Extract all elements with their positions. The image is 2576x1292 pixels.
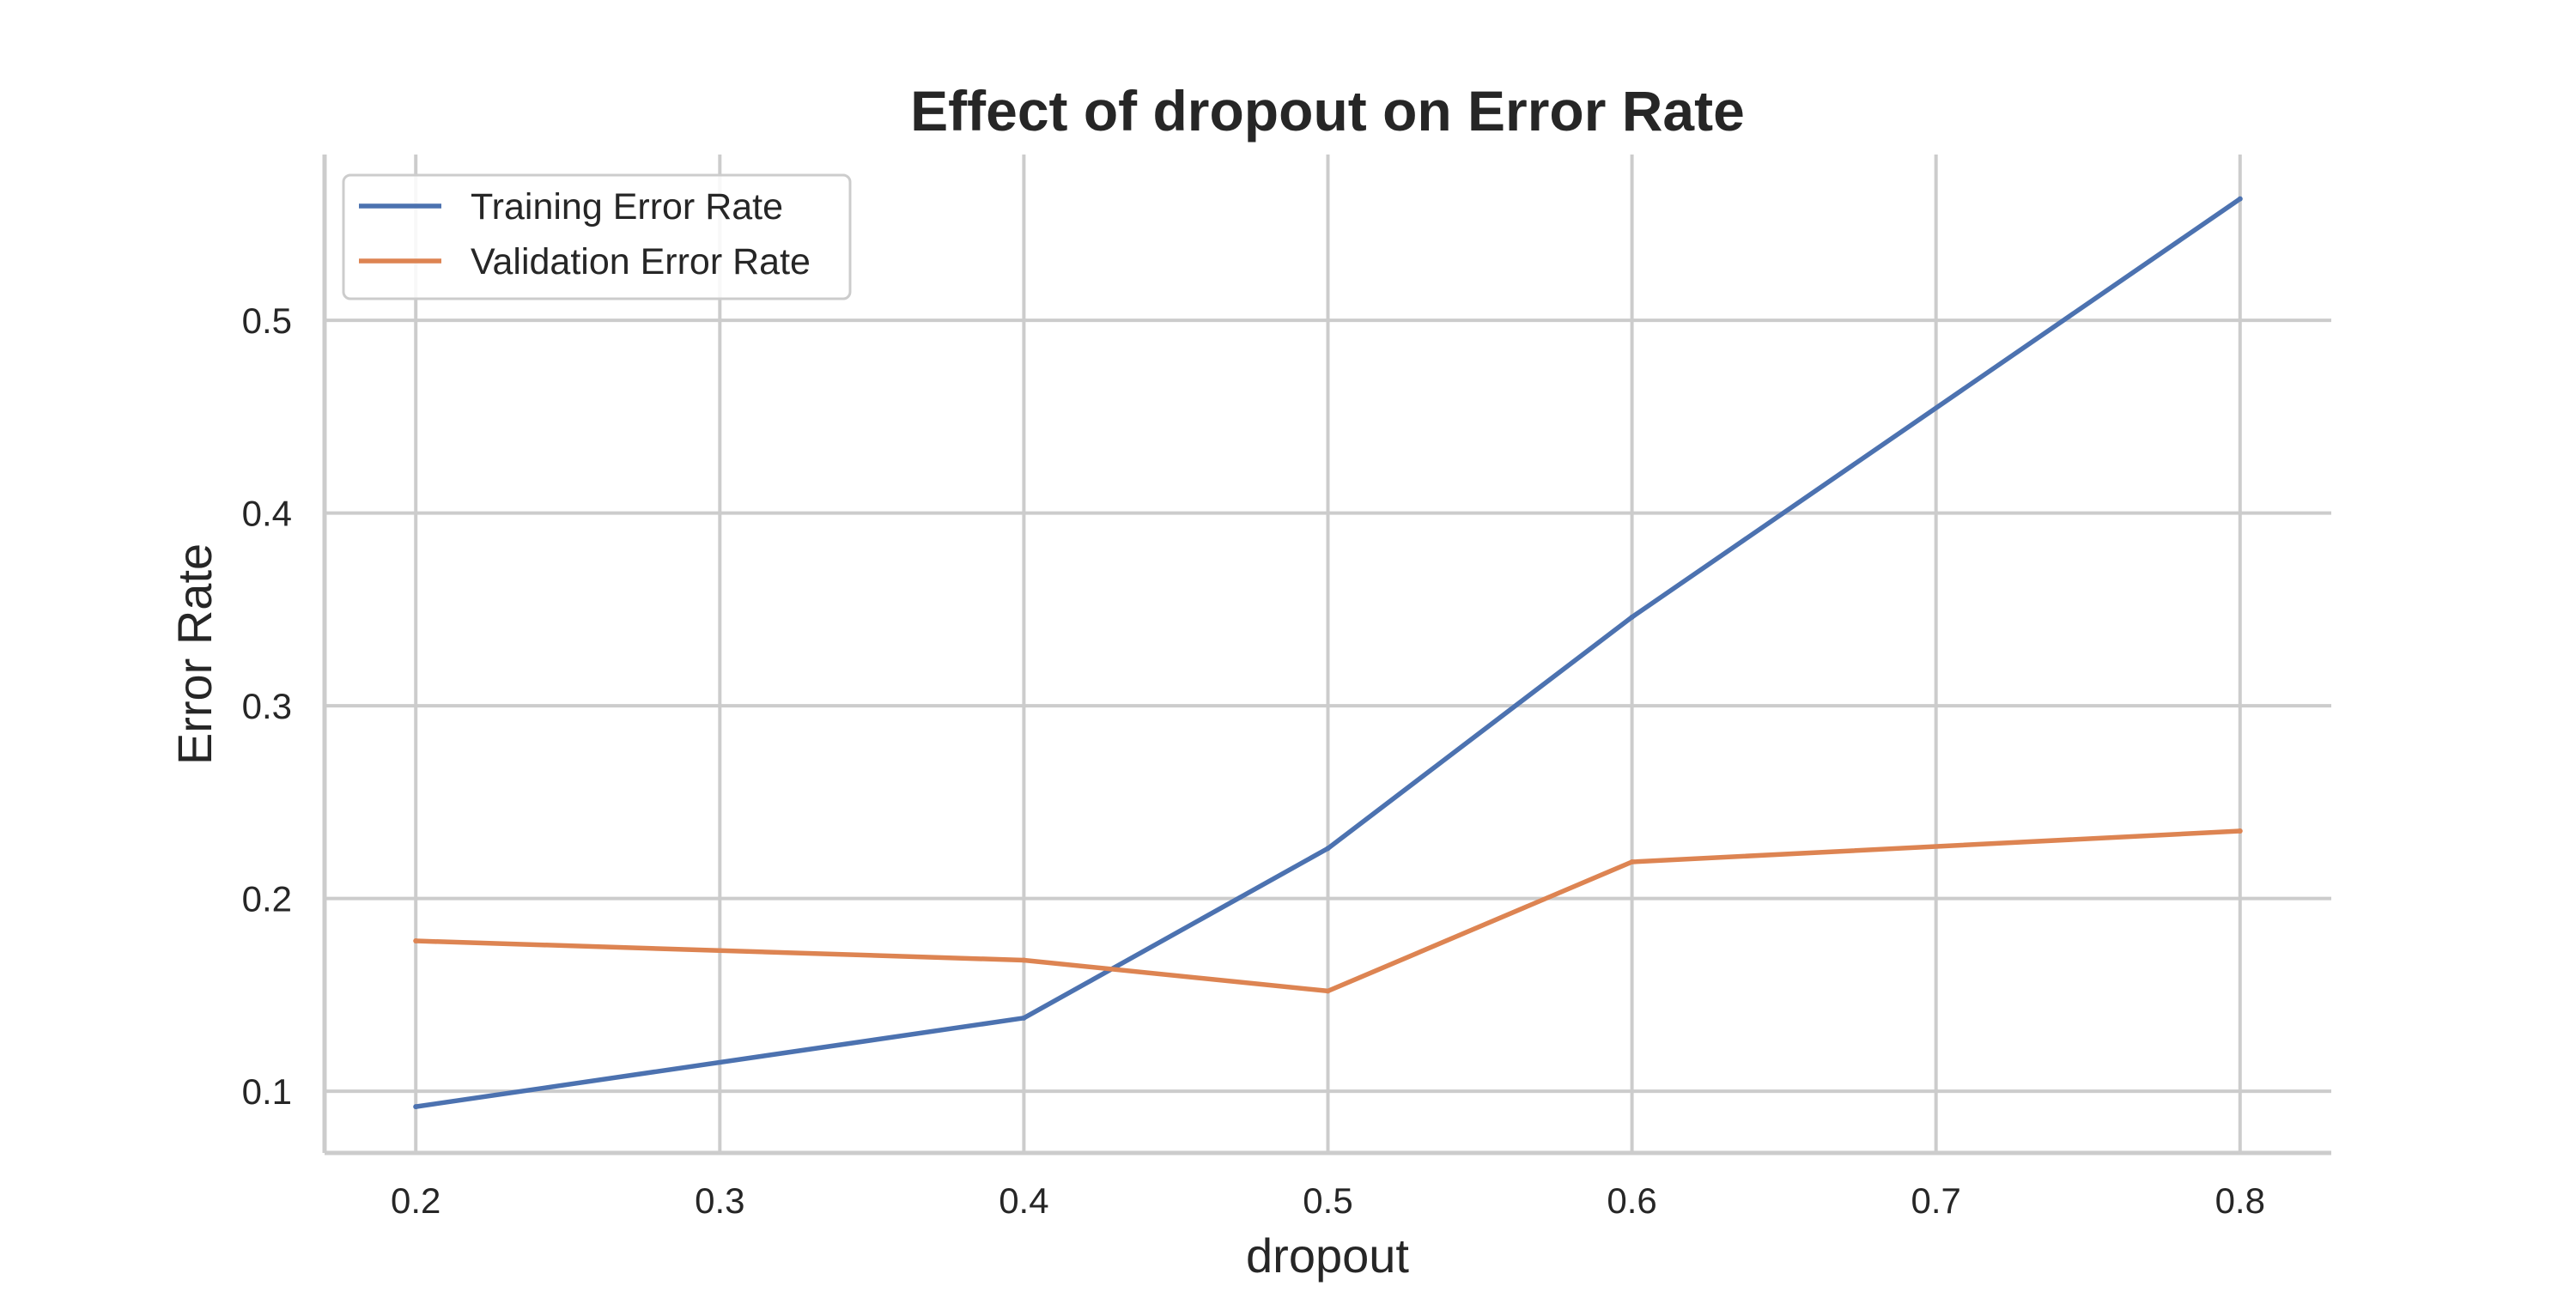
data-point (1629, 858, 1635, 864)
x-tick-label: 0.2 (391, 1180, 440, 1221)
legend-box (342, 173, 852, 300)
axes-spines (322, 155, 2331, 1156)
data-point (1325, 846, 1331, 852)
y-tick-label: 0.2 (242, 879, 292, 919)
legend-label: Validation Error Rate (471, 241, 811, 282)
x-tick-label: 0.4 (999, 1180, 1048, 1221)
x-tick-label: 0.5 (1303, 1180, 1352, 1221)
x-tick-label: 0.3 (695, 1180, 744, 1221)
y-axis-label: Error Rate (167, 543, 222, 765)
data-point (413, 1104, 419, 1110)
grid-lines (325, 155, 2331, 1153)
y-tick-label: 0.5 (242, 300, 292, 341)
chart-title: Effect of dropout on Error Rate (910, 79, 1745, 143)
data-point (1325, 988, 1331, 994)
x-tick-label: 0.7 (1911, 1180, 1960, 1221)
data-point (2237, 196, 2243, 202)
data-point (413, 938, 419, 944)
y-tick-label: 0.1 (242, 1071, 292, 1112)
tick-labels: 0.2 0.3 0.4 0.5 0.6 0.7 0.8 0.1 0.2 0.3 0.4 0.5 (242, 300, 2265, 1221)
legend-label: Training Error Rate (471, 186, 783, 227)
x-tick-label: 0.8 (2215, 1180, 2265, 1221)
data-point (1021, 1015, 1027, 1021)
x-axis-label: dropout (1246, 1228, 1409, 1283)
legend: Training Error Rate Validation Error Rate (342, 173, 852, 300)
data-point (2237, 828, 2243, 834)
series-lines (413, 196, 2243, 1110)
y-tick-label: 0.4 (242, 494, 292, 534)
y-tick-label: 0.3 (242, 686, 292, 726)
data-point (1021, 957, 1027, 963)
x-tick-label: 0.6 (1607, 1180, 1656, 1221)
data-point (1629, 614, 1635, 620)
